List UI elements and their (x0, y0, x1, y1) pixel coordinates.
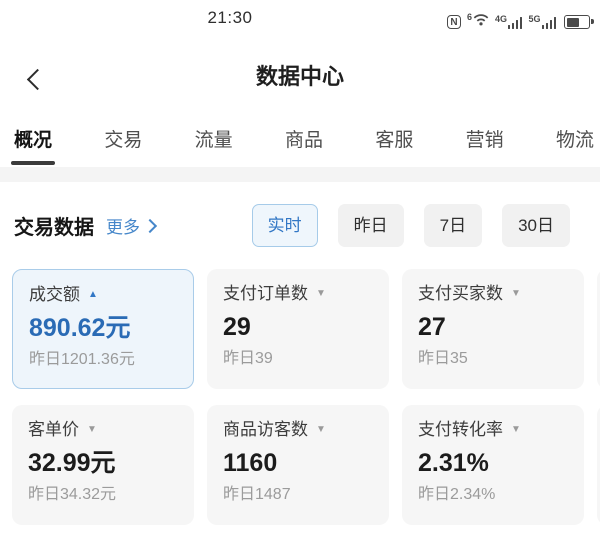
metric-yesterday: 昨日2.34% (418, 486, 496, 504)
tab-label: 流量 (194, 130, 233, 151)
metric-card-payment-conversion[interactable]: 支付转化率 ▼ 2.31% 昨日2.34% (402, 405, 584, 525)
metric-value: 29 (223, 313, 251, 342)
metric-label: 支付买家数 (418, 284, 503, 303)
tab-logistics[interactable]: 物流 (556, 110, 594, 167)
time-range-filters: 实时 昨日 7日 30日 (251, 204, 570, 247)
metric-value: 32.99元 (28, 449, 116, 478)
metric-yesterday: 昨日35 (418, 350, 468, 368)
metric-yesterday: 昨日1487 (223, 486, 291, 504)
tab-label: 客服 (375, 130, 414, 151)
filter-yesterday-button[interactable]: 昨日 (337, 204, 404, 247)
section-title: 交易数据 (14, 217, 94, 239)
metric-label: 商品访客数 (223, 420, 308, 439)
sort-descending-icon: ▼ (87, 424, 97, 436)
tab-label: 商品 (284, 130, 323, 151)
page-title: 数据中心 (255, 64, 344, 89)
network-5g-badge: 5G (528, 14, 541, 24)
signal-bars-icon (507, 17, 523, 29)
metric-cards: 成交额 ▲ 890.62元 昨日1201.36元 支付订单数 ▼ 29 昨日39… (0, 269, 600, 541)
tab-traffic[interactable]: 流量 (195, 110, 233, 167)
back-button[interactable] (24, 67, 50, 93)
wifi-status: 6 (467, 13, 489, 31)
metric-label: 支付订单数 (223, 284, 308, 303)
metric-label: 支付转化率 (418, 420, 503, 439)
tab-customer-service[interactable]: 客服 (375, 110, 413, 167)
battery-icon (564, 15, 594, 29)
metric-card-row: 成交额 ▲ 890.62元 昨日1201.36元 支付订单数 ▼ 29 昨日39… (12, 269, 600, 389)
trade-data-section-header: 交易数据 更多 实时 昨日 7日 30日 (0, 182, 600, 269)
metric-label: 成交额 (29, 285, 80, 304)
tab-marketing[interactable]: 营销 (466, 110, 504, 167)
metric-card-clipped[interactable] (597, 269, 600, 389)
status-time: 21:30 (207, 8, 253, 27)
status-icons: N 6 4G 5G (446, 13, 600, 31)
signal-bars-icon (541, 17, 556, 29)
tab-overview[interactable]: 概况 (11, 110, 55, 167)
metric-value: 1160 (223, 449, 278, 478)
cellular-5g-status: 5G (528, 15, 556, 29)
metric-card-paid-buyers[interactable]: 支付买家数 ▼ 27 昨日35 (402, 269, 584, 389)
tab-trade[interactable]: 交易 (104, 110, 142, 167)
metric-value: 27 (418, 313, 446, 342)
network-4g-badge: 4G (494, 14, 507, 24)
more-link[interactable]: 更多 (106, 213, 158, 238)
sort-descending-icon: ▼ (511, 288, 521, 300)
tab-label: 营销 (465, 130, 504, 151)
metric-card-paid-orders[interactable]: 支付订单数 ▼ 29 昨日39 (207, 269, 389, 389)
more-link-label: 更多 (106, 218, 140, 237)
cellular-4g-status: 4G (495, 15, 523, 29)
chevron-right-icon (142, 218, 158, 234)
tab-label: 物流 (555, 130, 594, 151)
metric-yesterday: 昨日34.32元 (28, 486, 117, 504)
metric-value: 890.62元 (29, 314, 131, 343)
tab-label: 概况 (14, 130, 53, 151)
filter-7day-button[interactable]: 7日 (423, 204, 483, 247)
metric-card-avg-order-value[interactable]: 客单价 ▼ 32.99元 昨日34.32元 (12, 405, 194, 525)
sort-descending-icon: ▼ (511, 424, 521, 436)
nav-bar: 数据中心 (0, 40, 600, 110)
metric-label: 客单价 (28, 420, 79, 439)
tab-bar: 概况 交易 流量 商品 客服 营销 物流 (0, 110, 600, 167)
tab-label: 交易 (104, 130, 143, 151)
metric-value: 2.31% (418, 449, 489, 478)
filter-realtime-button[interactable]: 实时 (251, 204, 318, 247)
metric-card-product-visitors[interactable]: 商品访客数 ▼ 1160 昨日1487 (207, 405, 389, 525)
metric-card-clipped[interactable] (597, 405, 600, 525)
active-tab-underline (11, 161, 55, 165)
sort-descending-icon: ▼ (316, 288, 326, 300)
status-bar: 21:30 N 6 4G 5G (0, 0, 600, 40)
metric-card-row: 客单价 ▼ 32.99元 昨日34.32元 商品访客数 ▼ 1160 昨日148… (12, 405, 600, 525)
nfc-icon: N (446, 15, 461, 29)
sort-ascending-icon: ▲ (88, 289, 98, 301)
wifi-icon (473, 13, 489, 31)
metric-card-gmv[interactable]: 成交额 ▲ 890.62元 昨日1201.36元 (12, 269, 194, 389)
wifi-badge: 6 (466, 12, 472, 22)
metric-yesterday: 昨日1201.36元 (29, 351, 135, 369)
tab-products[interactable]: 商品 (285, 110, 323, 167)
sort-descending-icon: ▼ (316, 424, 326, 436)
chevron-left-icon (26, 68, 49, 91)
metric-yesterday: 昨日39 (223, 350, 273, 368)
section-divider (0, 167, 600, 182)
filter-30day-button[interactable]: 30日 (502, 204, 570, 247)
